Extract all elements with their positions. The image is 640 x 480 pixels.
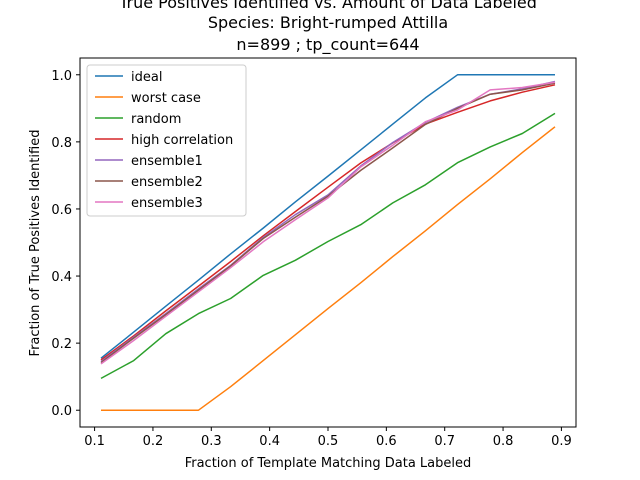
y-axis-label: Fraction of True Positives Identified	[28, 130, 43, 357]
chart-title: True Positives Identified vs. Amount of …	[118, 0, 537, 55]
x-axis-label: Fraction of Template Matching Data Label…	[185, 456, 472, 471]
legend-box	[86, 64, 247, 217]
legend-label-ideal: ideal	[131, 70, 162, 85]
series-line-random	[100, 112, 556, 380]
series-lines	[100, 74, 556, 411]
y-tick-label: 0.4	[51, 270, 72, 285]
x-tick-label: 0.2	[143, 434, 164, 449]
y-tick-label: 0.6	[51, 203, 72, 218]
title-line-1: True Positives Identified vs. Amount of …	[118, 0, 537, 12]
legend-label-worst-case: worst case	[131, 91, 201, 106]
title-line-3: n=899 ; tp_count=644	[236, 35, 419, 55]
axis-ticks: 0.1 0.2 0.3 0.4 0.5 0.6 0.7 0.8 0.9 0.0 0.2 0.4 0.6 0…	[51, 69, 571, 449]
x-tick-label: 0.3	[201, 434, 222, 449]
plot-frame	[79, 57, 577, 428]
x-tick-label: 0.5	[318, 434, 339, 449]
series-line-ensemble2	[100, 82, 556, 364]
legend-label-high-correlation: high correlation	[131, 133, 233, 148]
x-tick-label: 0.8	[493, 434, 514, 449]
series-line-high-correlation	[100, 84, 556, 361]
y-tick-label: 0.0	[51, 404, 72, 419]
y-tick-label: 0.8	[51, 136, 72, 151]
series-line-worst-case	[101, 126, 556, 411]
legend-label-ensemble1: ensemble1	[131, 154, 203, 169]
x-tick-label: 0.9	[551, 434, 572, 449]
legend-label-ensemble2: ensemble2	[131, 175, 203, 190]
legend-label-ensemble3: ensemble3	[131, 196, 203, 211]
x-tick-label: 0.1	[84, 434, 105, 449]
x-tick-label: 0.6	[376, 434, 397, 449]
legend-label-random: random	[131, 112, 181, 127]
x-tick-label: 0.7	[434, 434, 455, 449]
legend: ideal worst case random high correlation ens…	[86, 64, 247, 217]
series-line-ideal	[100, 74, 555, 359]
series-line-ensemble3	[100, 81, 556, 365]
y-tick-label: 0.2	[51, 337, 72, 352]
y-tick-label: 1.0	[51, 69, 72, 84]
x-tick-label: 0.4	[259, 434, 280, 449]
title-line-2: Species: Bright-rumped Attilla	[208, 13, 448, 32]
